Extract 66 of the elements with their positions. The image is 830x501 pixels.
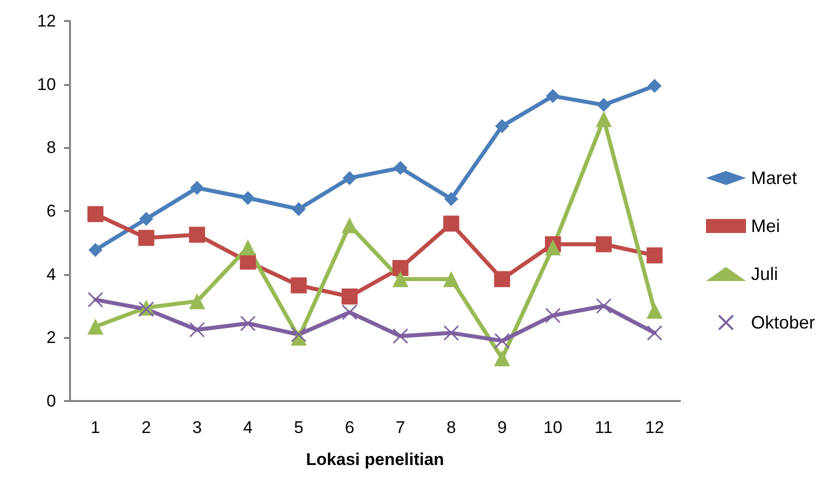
x-tick-label: 1	[90, 418, 100, 437]
x-tick-label: 10	[543, 418, 562, 437]
point	[392, 328, 408, 344]
x-tick-label: 3	[192, 418, 202, 437]
point	[87, 206, 104, 222]
y-tick-label: 10	[37, 74, 56, 94]
point	[138, 230, 154, 246]
point	[392, 260, 408, 276]
point	[189, 322, 205, 338]
point	[546, 89, 560, 104]
y-tick-label: 2	[46, 328, 56, 348]
point	[544, 239, 561, 256]
point	[596, 111, 612, 128]
y-tick-label: 12	[37, 12, 56, 30]
x-tick-label: 12	[645, 418, 664, 437]
point	[392, 271, 408, 288]
point	[648, 78, 662, 93]
point	[87, 318, 104, 335]
legend-label: Mei	[750, 216, 780, 236]
point	[443, 216, 460, 232]
point	[190, 180, 204, 195]
point	[342, 304, 358, 320]
point	[291, 326, 306, 342]
x-tick-label: 7	[396, 418, 406, 437]
point	[444, 325, 459, 341]
point	[494, 271, 510, 288]
y-tick-label: 4	[46, 264, 56, 284]
point	[443, 271, 460, 288]
point	[88, 242, 102, 257]
legend-label: Maret	[750, 168, 797, 188]
point	[494, 333, 510, 349]
point	[240, 316, 256, 332]
x-tick-label: 6	[344, 418, 354, 437]
y-tick-label: 0	[46, 392, 56, 410]
point	[545, 308, 561, 324]
point	[292, 202, 306, 216]
x-tick-label: 11	[594, 418, 613, 437]
point	[596, 236, 612, 252]
legend-label: Oktober	[750, 312, 816, 332]
point	[444, 192, 458, 206]
point	[88, 292, 104, 308]
y-tick-label: 6	[46, 202, 56, 220]
point	[290, 277, 307, 294]
point	[596, 298, 612, 314]
point	[646, 247, 663, 264]
point	[596, 98, 611, 112]
x-tick-label: 2	[142, 418, 151, 437]
point	[495, 119, 510, 134]
x-tick-label: 9	[497, 418, 507, 437]
point	[494, 350, 510, 366]
point	[646, 325, 662, 341]
x-axis-title: Lokasi penelitian	[306, 450, 444, 469]
point	[342, 171, 357, 186]
point	[139, 212, 154, 226]
point	[189, 293, 206, 310]
x-tick-label: 8	[446, 418, 456, 437]
point	[189, 226, 206, 243]
x-tick-label: 5	[294, 418, 304, 437]
point	[240, 239, 256, 256]
legend-label: Juli	[750, 264, 778, 284]
point	[393, 160, 408, 175]
point	[342, 288, 358, 304]
point	[240, 191, 255, 206]
point	[646, 302, 663, 319]
y-tick-label: 8	[46, 138, 56, 158]
x-tick-label: 4	[243, 418, 253, 437]
